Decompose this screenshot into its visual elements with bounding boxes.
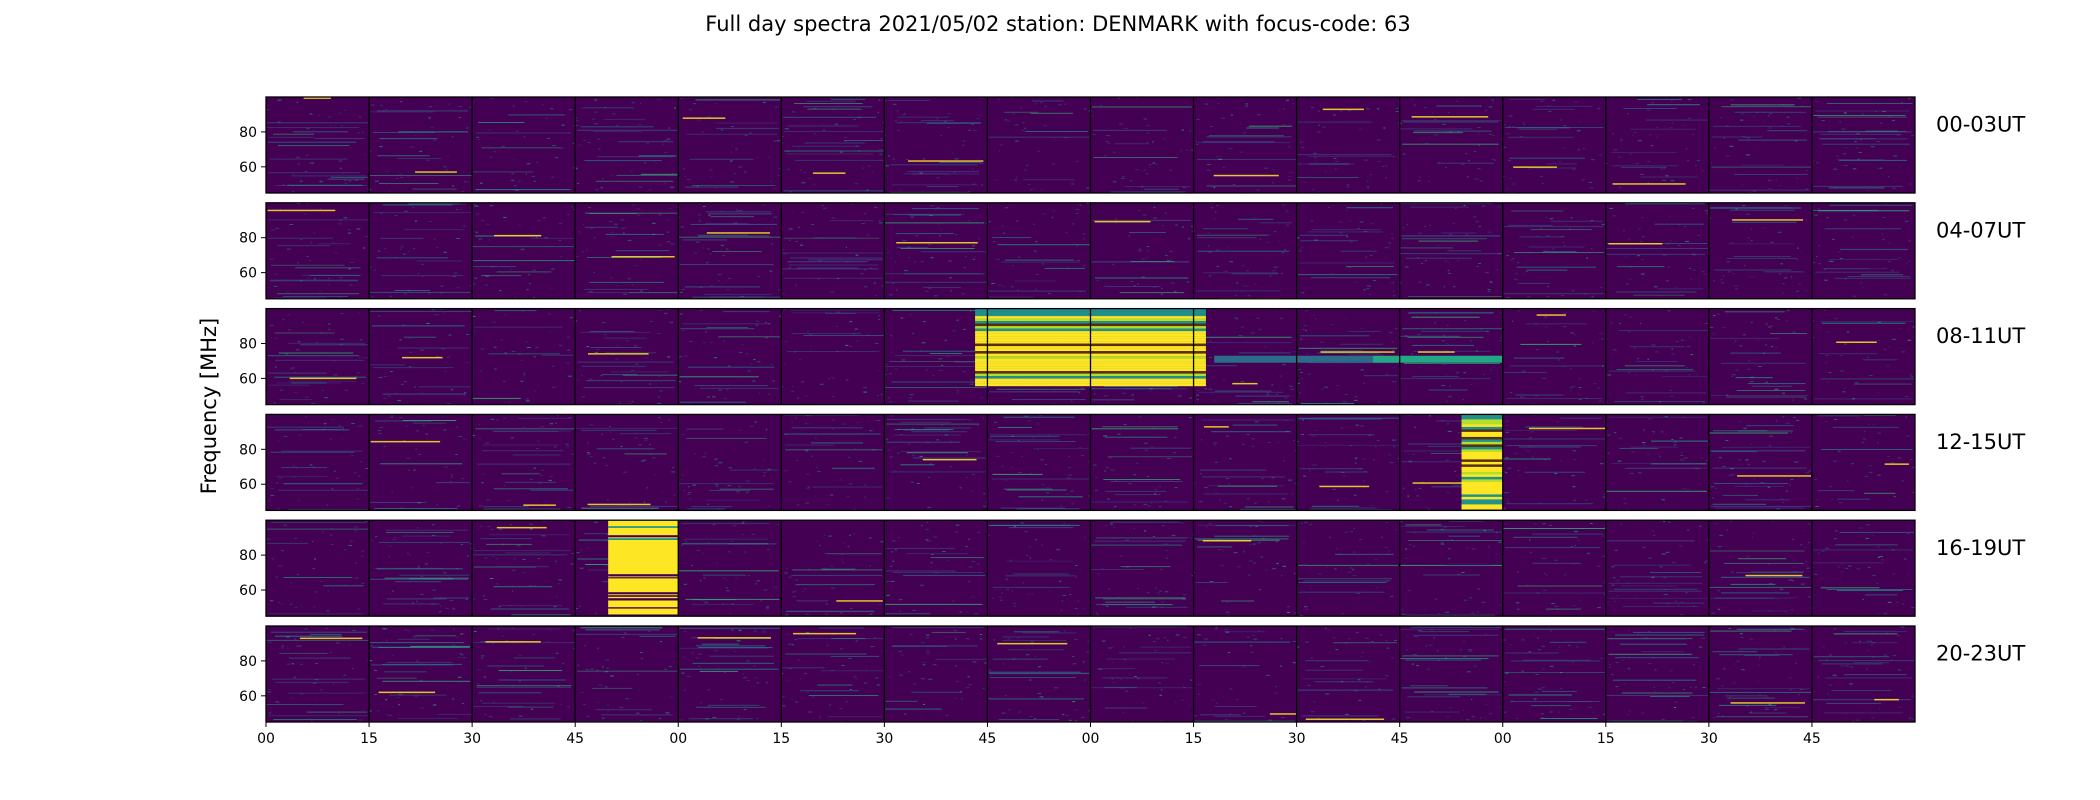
panel-image bbox=[266, 414, 1915, 511]
x-tick-label: 15 bbox=[772, 731, 790, 747]
x-tick-label: 45 bbox=[1391, 731, 1409, 747]
y-tick-label: 80 bbox=[239, 231, 257, 247]
spectra-panel-00-03ut: 60 80 00-03UT bbox=[239, 96, 2025, 194]
y-tick-label: 60 bbox=[239, 160, 257, 176]
panel-frame bbox=[265, 413, 1916, 512]
panel-image bbox=[266, 520, 1915, 617]
y-tick-label: 80 bbox=[239, 337, 257, 353]
spectra-panel-08-11ut: 60 80 08-11UT bbox=[239, 307, 2025, 406]
x-tick-label: 00 bbox=[1494, 731, 1512, 747]
spectra-panels: 60 80 00-03UT 60 80 04-07UT 60 80 08-11UT 60 80 12-… bbox=[239, 96, 2025, 723]
spectra-panel-16-19ut: 60 80 16-19UT bbox=[239, 519, 2025, 617]
y-tick-label: 60 bbox=[239, 371, 257, 387]
burst-5-1 bbox=[608, 520, 679, 615]
panel-frame bbox=[265, 307, 1916, 406]
x-tick-label: 45 bbox=[566, 731, 584, 747]
panel-image bbox=[266, 626, 1915, 722]
x-tick-label: 15 bbox=[1597, 731, 1615, 747]
spectra-panel-20-23ut: 60 80 20-23UT bbox=[239, 625, 2025, 723]
row-label: 08-11UT bbox=[1936, 324, 2025, 348]
row-label: 16-19UT bbox=[1936, 536, 2025, 560]
y-tick-label: 80 bbox=[239, 654, 257, 670]
row-label: 20-23UT bbox=[1936, 642, 2025, 666]
x-tick-label: 30 bbox=[1288, 731, 1306, 747]
x-tick-label: 00 bbox=[257, 731, 275, 747]
row-label: 12-15UT bbox=[1936, 430, 2025, 454]
x-tick-label: 45 bbox=[979, 731, 997, 747]
row-label: 04-07UT bbox=[1936, 218, 2025, 242]
y-tick-label: 60 bbox=[239, 689, 257, 705]
x-tick-label: 45 bbox=[1803, 731, 1821, 747]
y-axis-label: Frequency [MHz] bbox=[197, 318, 221, 494]
x-tick-label: 00 bbox=[669, 731, 687, 747]
panel-image bbox=[266, 97, 1915, 193]
x-tick-label: 30 bbox=[463, 731, 481, 747]
panel-frame bbox=[265, 96, 1916, 194]
x-tick-label: 15 bbox=[360, 731, 378, 747]
y-tick-label: 80 bbox=[239, 548, 257, 564]
x-tick-label: 30 bbox=[1700, 731, 1718, 747]
spectra-panel-12-15ut: 60 80 12-15UT bbox=[239, 413, 2025, 512]
y-tick-label: 80 bbox=[239, 125, 257, 141]
row-label: 00-03UT bbox=[1936, 113, 2025, 137]
y-tick-label: 60 bbox=[239, 583, 257, 599]
x-tick-label: 30 bbox=[875, 731, 893, 747]
panel-frame bbox=[265, 519, 1916, 617]
burst-4-1 bbox=[1461, 414, 1503, 510]
y-tick-label: 60 bbox=[239, 477, 257, 493]
x-tick-label: 15 bbox=[1185, 731, 1203, 747]
spectra-panel-04-07ut: 60 80 04-07UT bbox=[239, 202, 2025, 300]
burst-3-2 bbox=[1214, 355, 1503, 363]
x-tick-label: 00 bbox=[1082, 731, 1100, 747]
chart-title: Full day spectra 2021/05/02 station: DEN… bbox=[705, 12, 1410, 36]
x-axis-ticks: 00 15 30 45 00 15 30 45 00 15 30 45 00 15 30 45 bbox=[257, 722, 1821, 747]
panel-frame bbox=[265, 202, 1916, 300]
y-tick-label: 80 bbox=[239, 442, 257, 458]
y-tick-label: 60 bbox=[239, 266, 257, 282]
